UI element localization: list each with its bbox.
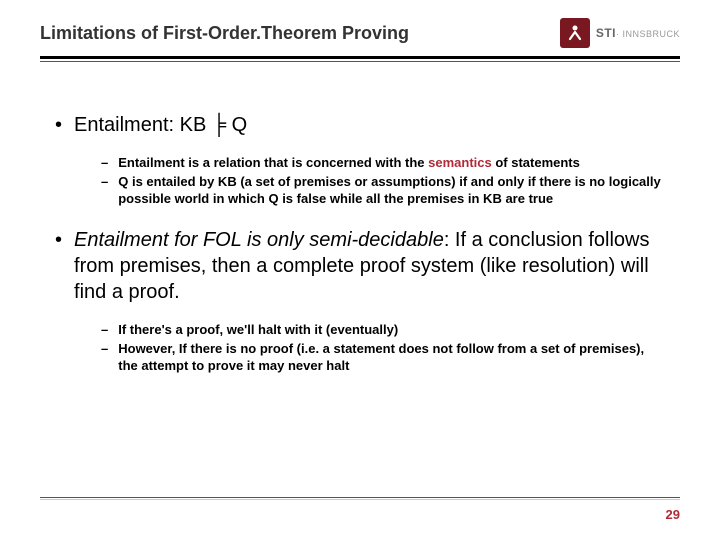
bullet-2-subs: – If there's a proof, we'll halt with it… <box>101 321 665 374</box>
sub-dash: – <box>101 340 108 374</box>
sub-suffix: of statements <box>492 155 580 170</box>
footer-rule-top <box>40 497 680 498</box>
sub-highlight: semantics <box>428 155 492 170</box>
sub-dash: – <box>101 154 108 171</box>
bullet-dot: • <box>55 227 62 305</box>
sub-text: If there's a proof, we'll halt with it (… <box>118 321 398 338</box>
logo-sub-text: · INNSBRUCK <box>616 29 680 39</box>
bullet-dot: • <box>55 112 62 138</box>
bullet-1-subs: – Entailment is a relation that is conce… <box>101 154 665 207</box>
sub-item: – If there's a proof, we'll halt with it… <box>101 321 665 338</box>
sub-prefix: Entailment is a relation that is concern… <box>118 155 428 170</box>
sub-dash: – <box>101 321 108 338</box>
sub-text: Q is entailed by KB (a set of premises o… <box>118 173 665 207</box>
footer-rule-bottom <box>40 499 680 500</box>
bullet-1-text: Entailment: KB ╞ Q <box>74 112 247 138</box>
logo-main-text: STI <box>596 26 616 40</box>
page-number: 29 <box>666 507 680 522</box>
slide-title: Limitations of First-Order.Theorem Provi… <box>40 23 560 44</box>
sub-dash: – <box>101 173 108 207</box>
sub-item: – However, If there is no proof (i.e. a … <box>101 340 665 374</box>
sub-item: – Q is entailed by KB (a set of premises… <box>101 173 665 207</box>
sub-bold: no <box>240 341 256 356</box>
sti-logo-icon <box>560 18 590 48</box>
sub-item: – Entailment is a relation that is conce… <box>101 154 665 171</box>
sub-text: Entailment is a relation that is concern… <box>118 154 580 171</box>
sub-prefix: However, If there is <box>118 341 240 356</box>
slide-header: Limitations of First-Order.Theorem Provi… <box>0 0 720 56</box>
bullet-2-text: Entailment for FOL is only semi-decidabl… <box>74 227 665 305</box>
sub-text: However, If there is no proof (i.e. a st… <box>118 340 665 374</box>
bullet-2-italic: Entailment for FOL is only semi-decidabl… <box>74 229 444 251</box>
slide-content: • Entailment: KB ╞ Q – Entailment is a r… <box>0 62 720 374</box>
logo-area: STI· INNSBRUCK <box>560 18 680 48</box>
bullet-1: • Entailment: KB ╞ Q <box>55 112 665 138</box>
logo-text-wrap: STI· INNSBRUCK <box>596 24 680 42</box>
header-rule-dark <box>40 56 680 59</box>
bullet-2: • Entailment for FOL is only semi-decida… <box>55 227 665 305</box>
